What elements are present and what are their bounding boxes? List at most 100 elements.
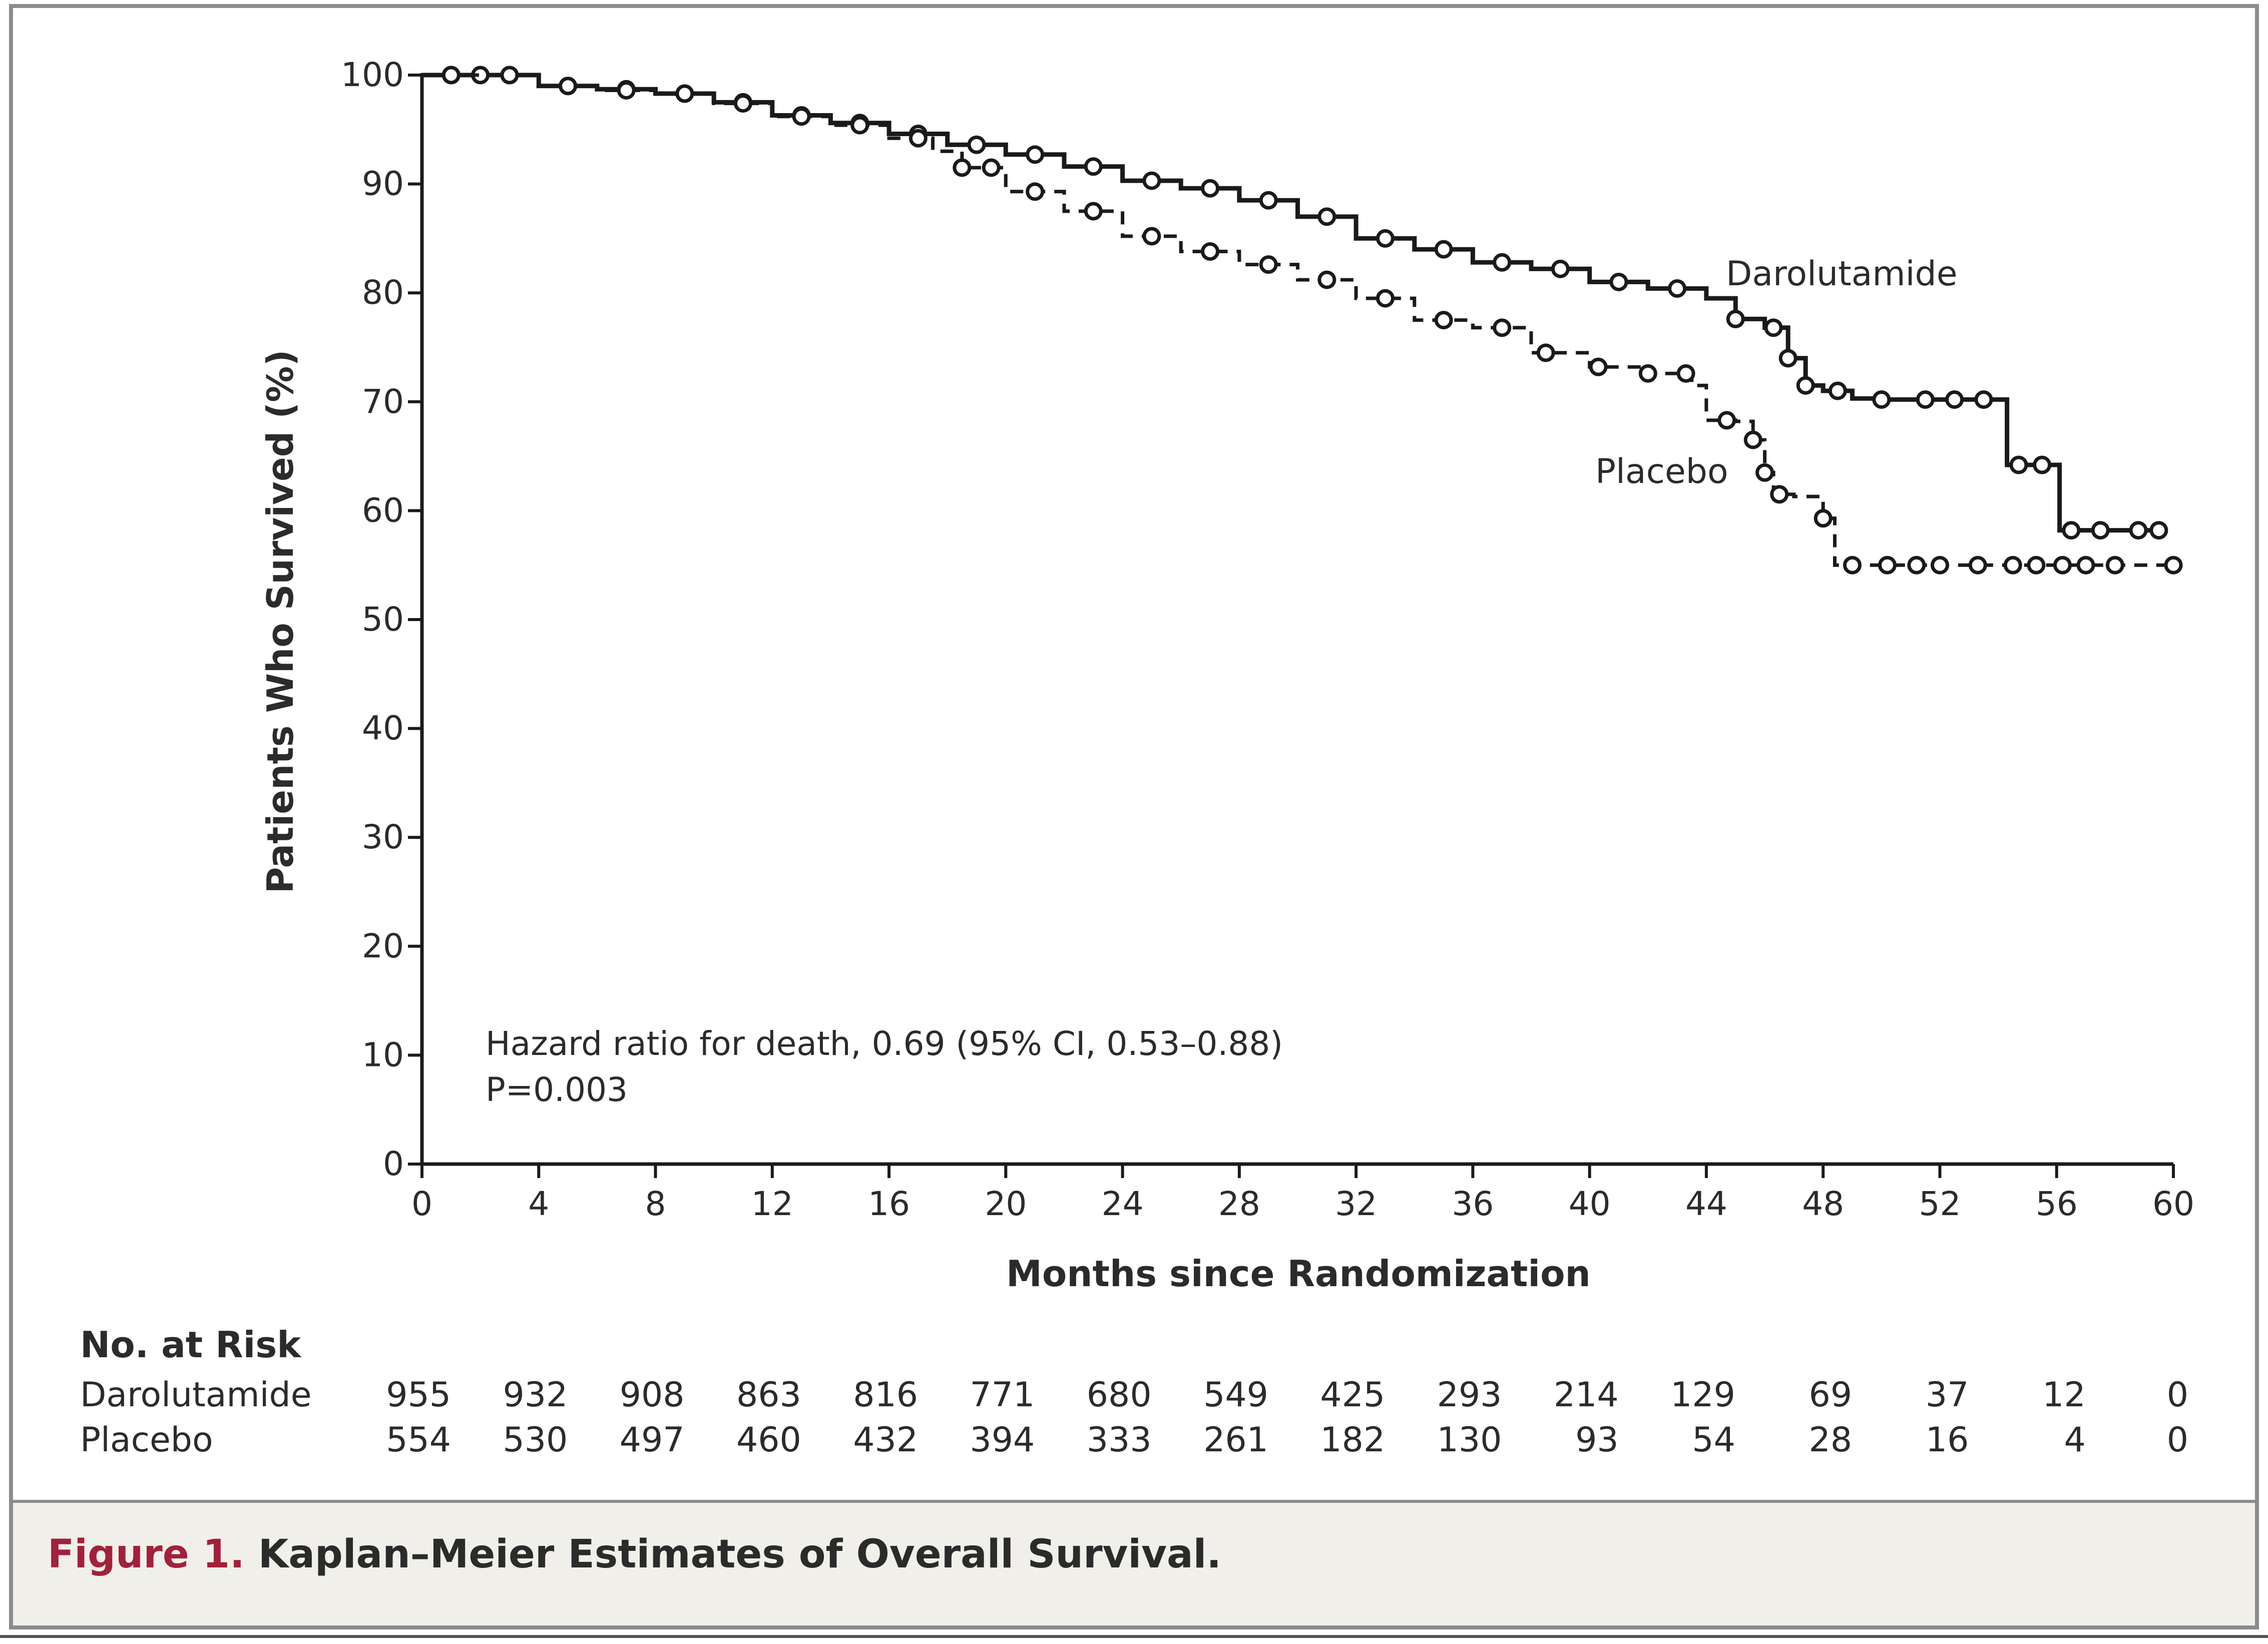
censor-mark-placebo: [1907, 556, 1926, 575]
censor-mark-darolutamide: [2009, 455, 2028, 474]
y-tick-label: 50: [362, 600, 404, 639]
x-tick-label: 36: [1452, 1185, 1494, 1223]
y-tick-label: 80: [362, 273, 404, 312]
risk-value: 955: [386, 1375, 451, 1415]
y-tick-label: 0: [383, 1145, 404, 1183]
censor-mark-placebo: [1755, 463, 1774, 482]
x-tick-label: 0: [411, 1185, 432, 1223]
x-tick-label: 52: [1919, 1185, 1961, 1223]
censor-mark-placebo: [2076, 556, 2095, 575]
risk-value: 293: [1437, 1375, 1502, 1415]
risk-value: 530: [503, 1420, 568, 1460]
censor-mark-placebo: [2164, 556, 2183, 575]
censor-mark-darolutamide: [2149, 521, 2168, 540]
risk-value: 37: [1926, 1375, 1969, 1415]
x-tick-label: 56: [2036, 1185, 2078, 1223]
figure-caption-label: Figure 1.: [48, 1532, 245, 1577]
censor-mark-placebo: [2003, 556, 2022, 575]
risk-value: 12: [2042, 1375, 2086, 1415]
censor-mark-darolutamide: [1916, 390, 1935, 409]
censor-mark-darolutamide: [1317, 207, 1336, 226]
censor-mark-darolutamide: [967, 135, 986, 154]
x-tick-label: 44: [1685, 1185, 1727, 1223]
censor-mark-placebo: [792, 107, 811, 126]
censor-mark-darolutamide: [1828, 381, 1847, 400]
risk-value: 16: [1926, 1420, 1969, 1460]
censor-mark-placebo: [617, 81, 636, 100]
censor-mark-darolutamide: [1778, 349, 1797, 368]
censor-mark-darolutamide: [1434, 240, 1453, 259]
caption-band: [13, 1501, 2255, 1625]
censor-mark-placebo: [1142, 227, 1161, 246]
risk-value: 432: [853, 1420, 918, 1460]
censor-mark-placebo: [2027, 556, 2046, 575]
risk-value: 863: [736, 1375, 801, 1415]
censor-mark-darolutamide: [1376, 229, 1395, 248]
risk-value: 549: [1203, 1375, 1268, 1415]
censor-mark-placebo: [1930, 556, 1949, 575]
risk-value: 4: [2064, 1420, 2085, 1460]
risk-value: 394: [970, 1420, 1035, 1460]
y-tick-label: 30: [362, 818, 404, 856]
risk-table-values: 955 932 908 863 816 771 680 549 425 293 214 129 69 37…: [386, 1375, 2188, 1460]
y-axis-title: Patients Who Survived (%): [259, 350, 301, 894]
censor-mark-placebo: [500, 66, 519, 85]
risk-value: 932: [503, 1375, 568, 1415]
risk-row-label-placebo: Placebo: [80, 1420, 213, 1460]
censor-mark-placebo: [909, 129, 928, 148]
censor-mark-darolutamide: [1945, 390, 1964, 409]
y-tick-label: 40: [362, 709, 404, 748]
x-tick-label: 24: [1102, 1185, 1144, 1223]
censor-mark-placebo: [1717, 411, 1736, 430]
risk-value: 333: [1087, 1420, 1152, 1460]
censor-mark-darolutamide: [2091, 521, 2110, 540]
x-tick-label: 40: [1569, 1185, 1611, 1223]
censor-mark-darolutamide: [1764, 318, 1783, 337]
x-tick-label: 48: [1802, 1185, 1844, 1223]
risk-value: 214: [1554, 1375, 1619, 1415]
x-axis-title: Months since Randomization: [1006, 1253, 1591, 1295]
risk-value: 28: [1809, 1420, 1853, 1460]
figure-border: [9, 4, 2259, 1629]
censor-mark-placebo: [982, 158, 1001, 177]
y-tick-label: 20: [362, 927, 404, 965]
risk-value: 130: [1437, 1420, 1502, 1460]
censor-mark-darolutamide: [1201, 179, 1220, 198]
censor-mark-placebo: [1493, 318, 1512, 337]
censor-mark-placebo: [675, 84, 694, 103]
censor-mark-placebo: [1878, 556, 1897, 575]
censor-mark-darolutamide: [1726, 309, 1745, 328]
x-tick-label: 32: [1335, 1185, 1377, 1223]
censor-mark-darolutamide: [1084, 157, 1103, 176]
risk-value: 0: [2167, 1375, 2188, 1415]
figure-caption-text: Kaplan–Meier Estimates of Overall Surviv…: [258, 1532, 1221, 1577]
risk-value: 460: [736, 1420, 801, 1460]
censor-mark-placebo: [850, 116, 869, 135]
risk-value: 93: [1575, 1420, 1619, 1460]
y-tick-label: 60: [362, 491, 404, 529]
x-tick-label: 60: [2152, 1185, 2194, 1223]
y-tick-label: 70: [362, 382, 404, 421]
censor-mark-placebo: [1676, 364, 1695, 383]
y-tick-label: 100: [341, 56, 404, 94]
risk-value: 425: [1320, 1375, 1385, 1415]
censor-mark-darolutamide: [1259, 191, 1278, 210]
risk-row-label-darolutamide: Darolutamide: [80, 1375, 312, 1415]
risk-value: 261: [1203, 1420, 1268, 1460]
censor-mark-placebo: [1968, 556, 1987, 575]
censor-mark-placebo: [559, 77, 578, 96]
censor-mark-placebo: [441, 66, 461, 85]
censor-mark-placebo: [1026, 182, 1045, 201]
censor-mark-placebo: [1589, 357, 1608, 376]
censor-mark-darolutamide: [2129, 521, 2148, 540]
censor-mark-placebo: [1743, 430, 1762, 449]
censor-mark-darolutamide: [2033, 455, 2052, 474]
censor-mark-darolutamide: [1026, 145, 1045, 164]
censor-mark-placebo: [953, 158, 972, 177]
risk-table-title: No. at Risk: [80, 1324, 302, 1366]
censor-mark-placebo: [2105, 556, 2124, 575]
censor-mark-darolutamide: [1142, 171, 1161, 190]
censor-mark-darolutamide: [1493, 253, 1512, 272]
censor-mark-placebo: [1376, 289, 1395, 308]
